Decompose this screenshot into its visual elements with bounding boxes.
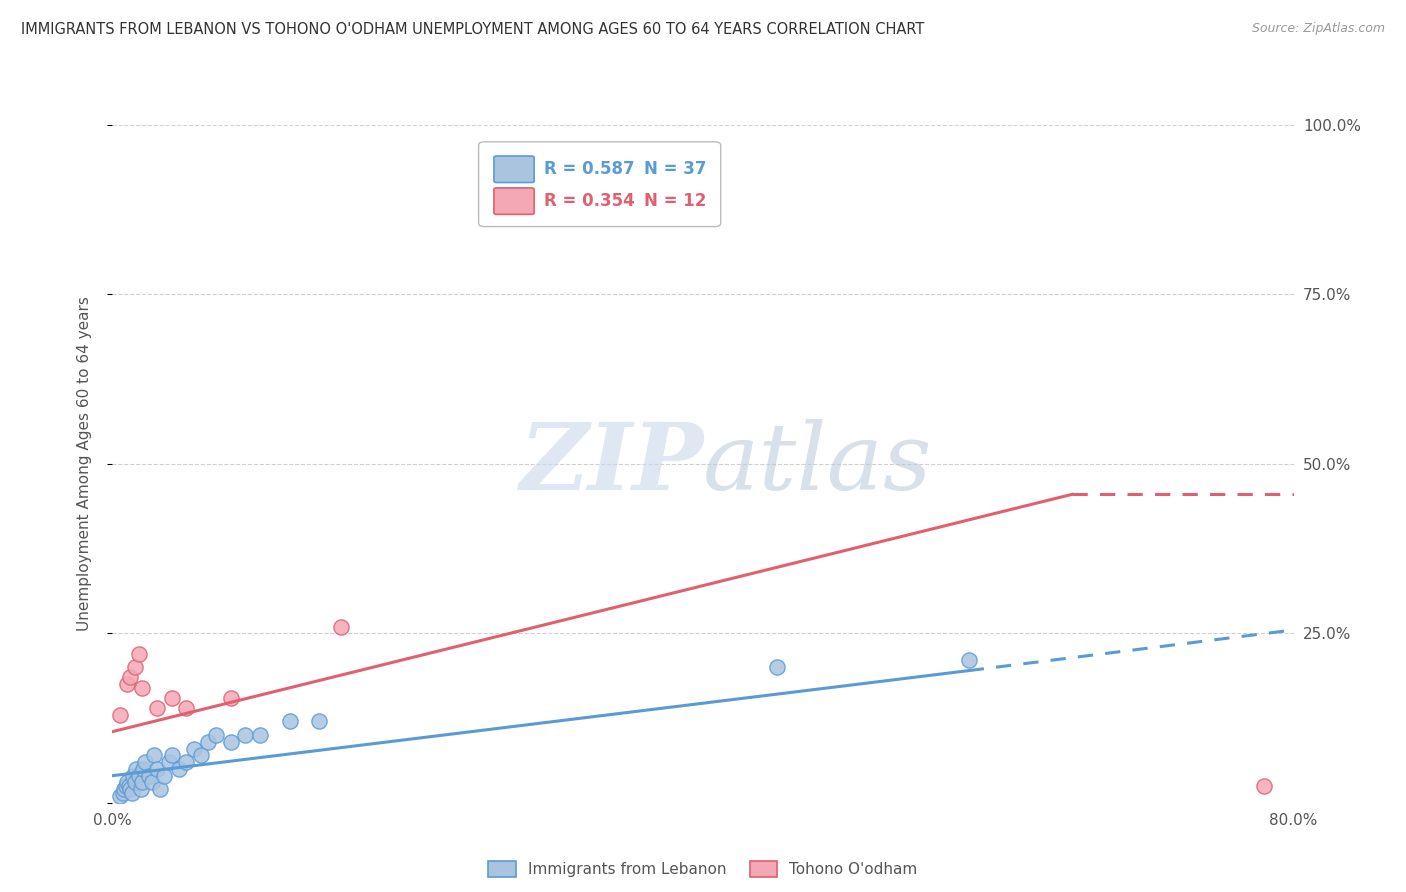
Point: [157, 755, 180, 769]
FancyBboxPatch shape: [494, 188, 534, 214]
Point: [308, 714, 330, 729]
Text: ZIP: ZIP: [519, 419, 703, 508]
Point: [131, 775, 153, 789]
Y-axis label: Unemployment Among Ages 60 to 64 years: Unemployment Among Ages 60 to 64 years: [77, 296, 91, 632]
Point: [190, 748, 212, 763]
FancyBboxPatch shape: [494, 156, 534, 183]
Point: [174, 755, 197, 769]
Point: [766, 660, 789, 674]
Point: [108, 789, 131, 803]
Point: [120, 670, 142, 684]
Point: [124, 660, 146, 674]
Text: IMMIGRANTS FROM LEBANON VS TOHONO O'ODHAM UNEMPLOYMENT AMONG AGES 60 TO 64 YEARS: IMMIGRANTS FROM LEBANON VS TOHONO O'ODHA…: [21, 22, 925, 37]
Text: N = 37: N = 37: [644, 160, 706, 178]
Point: [111, 786, 134, 800]
Text: R = 0.354: R = 0.354: [544, 192, 634, 210]
Point: [249, 728, 271, 742]
Point: [128, 647, 150, 661]
Point: [1253, 779, 1275, 793]
Point: [146, 762, 169, 776]
Point: [142, 748, 165, 763]
Point: [131, 681, 153, 695]
Point: [122, 769, 145, 783]
Point: [141, 775, 163, 789]
Point: [219, 735, 242, 749]
Point: [128, 769, 150, 783]
Point: [219, 690, 242, 705]
Point: [117, 677, 138, 691]
Point: [117, 775, 138, 789]
Point: [233, 728, 256, 742]
Point: [112, 782, 135, 797]
Point: [278, 714, 301, 729]
Point: [167, 762, 190, 776]
Point: [120, 782, 142, 797]
Text: atlas: atlas: [703, 419, 932, 508]
Point: [160, 690, 183, 705]
Point: [108, 707, 131, 722]
Point: [121, 786, 143, 800]
Point: [174, 701, 197, 715]
Text: N = 12: N = 12: [644, 192, 706, 210]
Point: [134, 755, 156, 769]
Text: Source: ZipAtlas.com: Source: ZipAtlas.com: [1251, 22, 1385, 36]
Point: [205, 728, 228, 742]
Point: [146, 701, 169, 715]
Point: [330, 619, 353, 633]
Point: [132, 762, 155, 776]
Point: [118, 779, 141, 793]
Point: [957, 653, 980, 667]
Point: [183, 741, 205, 756]
Point: [114, 779, 136, 793]
Legend: Immigrants from Lebanon, Tohono O'odham: Immigrants from Lebanon, Tohono O'odham: [482, 855, 924, 883]
Point: [124, 775, 146, 789]
Point: [129, 782, 152, 797]
Text: R = 0.587: R = 0.587: [544, 160, 634, 178]
Point: [138, 769, 160, 783]
Point: [125, 762, 148, 776]
Point: [149, 782, 172, 797]
Point: [153, 769, 176, 783]
Point: [160, 748, 183, 763]
FancyBboxPatch shape: [478, 142, 721, 227]
Point: [197, 735, 219, 749]
